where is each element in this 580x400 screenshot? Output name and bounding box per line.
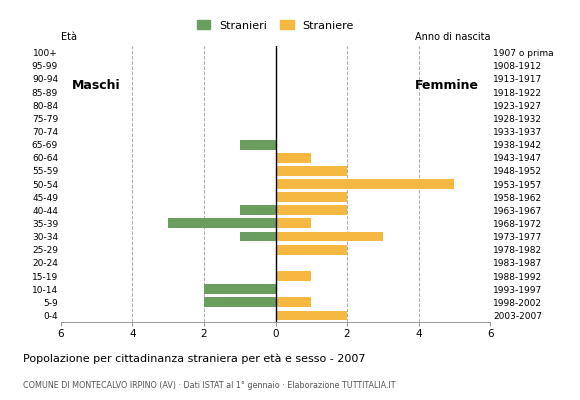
Bar bbox=[276, 310, 347, 320]
Text: Femmine: Femmine bbox=[415, 79, 479, 92]
Bar bbox=[276, 297, 311, 307]
Text: Anno di nascita: Anno di nascita bbox=[415, 32, 490, 42]
Bar bbox=[276, 192, 347, 202]
Bar bbox=[276, 153, 311, 163]
Bar bbox=[276, 232, 383, 242]
Bar bbox=[168, 218, 276, 228]
Bar bbox=[276, 271, 311, 281]
Bar bbox=[240, 140, 276, 150]
Bar bbox=[204, 284, 276, 294]
Bar bbox=[204, 297, 276, 307]
Bar bbox=[276, 179, 454, 189]
Text: Maschi: Maschi bbox=[71, 79, 120, 92]
Bar bbox=[276, 218, 311, 228]
Text: COMUNE DI MONTECALVO IRPINO (AV) · Dati ISTAT al 1° gennaio · Elaborazione TUTTI: COMUNE DI MONTECALVO IRPINO (AV) · Dati … bbox=[23, 381, 396, 390]
Legend: Stranieri, Straniere: Stranieri, Straniere bbox=[193, 16, 358, 35]
Bar bbox=[240, 205, 276, 215]
Bar bbox=[240, 232, 276, 242]
Bar bbox=[276, 166, 347, 176]
Bar bbox=[276, 205, 347, 215]
Bar bbox=[276, 245, 347, 255]
Text: Età: Età bbox=[61, 32, 77, 42]
Text: Popolazione per cittadinanza straniera per età e sesso - 2007: Popolazione per cittadinanza straniera p… bbox=[23, 354, 366, 364]
